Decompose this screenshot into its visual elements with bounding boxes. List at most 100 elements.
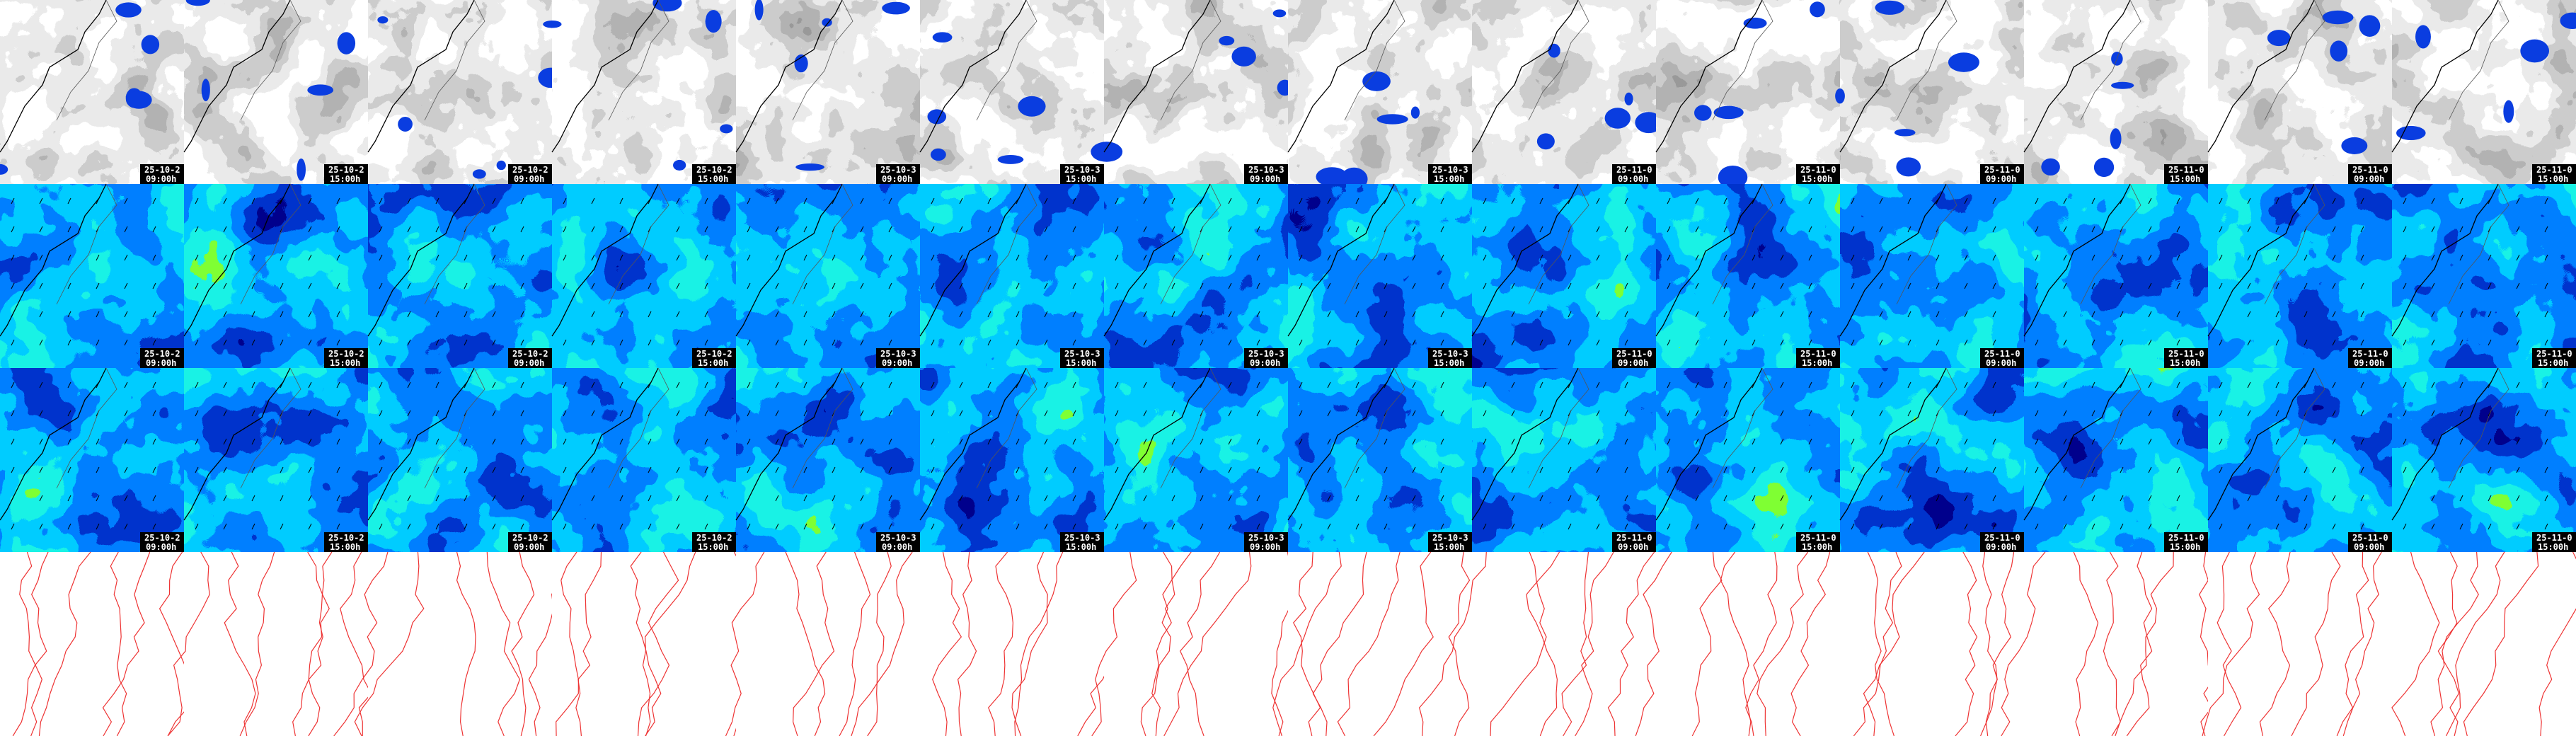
wind-barb xyxy=(2431,226,2435,233)
wind-barb xyxy=(1256,381,1260,389)
timestamp-time: 15:00h xyxy=(2538,174,2568,184)
wind-barb xyxy=(1483,523,1487,530)
wind-barb xyxy=(435,339,439,346)
wind-barb xyxy=(223,523,227,530)
wind-barb xyxy=(1044,495,1048,502)
wind-barb xyxy=(67,197,71,205)
wind-barb xyxy=(1596,254,1600,261)
wind-field xyxy=(1104,368,1288,552)
wind-barb xyxy=(2275,438,2279,445)
wind-barb xyxy=(1072,381,1076,389)
wind-barb xyxy=(2304,438,2308,445)
wind-barb xyxy=(2544,381,2548,389)
wind-barb xyxy=(492,438,496,445)
wind-barb xyxy=(747,339,751,346)
wind-barb xyxy=(2176,466,2180,473)
precip-blob xyxy=(932,32,953,43)
wind-barb xyxy=(96,466,100,473)
wind-barb xyxy=(591,282,595,289)
wind-barb xyxy=(2488,254,2492,261)
wind-barb xyxy=(648,311,652,318)
wind-barb xyxy=(336,438,340,445)
wind-barb xyxy=(1483,226,1487,233)
timestamp-time: 15:00h xyxy=(1434,174,1464,184)
wind-barb xyxy=(2459,339,2463,346)
wind-barb xyxy=(1511,466,1515,473)
wind-barb xyxy=(1752,466,1756,473)
wind-barb xyxy=(1115,466,1119,473)
wind-barb xyxy=(2091,226,2095,233)
timestamp-date: 25-10-3 xyxy=(1064,533,1100,543)
wind-barb xyxy=(1440,466,1444,473)
wind-barb xyxy=(1327,311,1331,318)
wind-barb xyxy=(223,339,227,346)
wind-barb xyxy=(1044,197,1048,205)
wind-barb xyxy=(2063,226,2067,233)
wind-barb xyxy=(1327,254,1331,261)
contour-line xyxy=(642,551,696,736)
wind-barb xyxy=(2332,339,2336,346)
contour-line xyxy=(110,551,127,736)
wind-barb xyxy=(2304,254,2308,261)
timestamp-date: 25-10-2 xyxy=(328,349,364,359)
wind-barb xyxy=(1752,339,1756,346)
wind-barb xyxy=(1511,410,1515,417)
wind-barb xyxy=(2304,339,2308,346)
wind-barb xyxy=(1299,339,1303,346)
border-line xyxy=(1712,0,1773,121)
wind-barb xyxy=(1143,282,1147,289)
wind-barb xyxy=(67,410,71,417)
wind-barb xyxy=(959,495,963,502)
wind-barb xyxy=(1171,495,1175,502)
wind-barb xyxy=(931,339,935,346)
wind-barb xyxy=(1695,381,1699,389)
wind-barb xyxy=(676,197,680,205)
cloud-field xyxy=(1288,0,1472,184)
wind-barb xyxy=(1596,226,1600,233)
timestamp-date: 25-11-0 xyxy=(1616,349,1652,359)
wind-barb xyxy=(704,339,708,346)
wind-barb xyxy=(2091,438,2095,445)
cloud-field xyxy=(736,0,920,184)
wind-map xyxy=(0,183,184,368)
wind-barb xyxy=(308,282,312,289)
wind-barb xyxy=(1667,381,1671,389)
wind-barb xyxy=(379,197,383,205)
wind-map xyxy=(2207,183,2392,368)
wind-barb xyxy=(2176,438,2180,445)
wind-barb xyxy=(1384,495,1388,502)
wind-barb xyxy=(2544,495,2548,502)
timestamp-date: 25-10-3 xyxy=(880,533,916,543)
contour-background xyxy=(1840,552,2024,736)
precip-blob xyxy=(754,0,764,21)
coastline xyxy=(1655,183,1763,337)
border-line xyxy=(240,367,301,489)
wind-barb xyxy=(1016,282,1020,289)
wind-barb xyxy=(803,197,807,205)
wind-barb xyxy=(96,523,100,530)
wind-barb xyxy=(492,523,496,530)
precip-blob xyxy=(1316,167,1348,187)
contour-line xyxy=(2073,551,2099,736)
contour-line xyxy=(2259,551,2291,736)
wind-barb xyxy=(407,311,411,318)
wind-barb xyxy=(492,282,496,289)
wind-barb xyxy=(124,381,128,389)
wind-barb xyxy=(1879,339,1883,346)
wind-barb xyxy=(2488,339,2492,346)
wind-barb xyxy=(2544,226,2548,233)
wind-barb xyxy=(251,226,255,233)
wind-field xyxy=(1840,368,2024,552)
timestamp-date: 25-10-2 xyxy=(328,533,364,543)
wind-barb xyxy=(591,311,595,318)
wind-barb xyxy=(2488,466,2492,473)
timestamp-date: 25-11-0 xyxy=(1800,165,1836,175)
border-line xyxy=(56,0,117,121)
wind-barb xyxy=(1624,495,1628,502)
wind-barb xyxy=(2459,495,2463,502)
timestamp-date: 25-11-0 xyxy=(2168,533,2204,543)
wind-barb xyxy=(959,381,963,389)
timestamp-date: 25-11-0 xyxy=(1984,165,2020,175)
wind-barb xyxy=(520,466,524,473)
wind-barb xyxy=(195,438,199,445)
